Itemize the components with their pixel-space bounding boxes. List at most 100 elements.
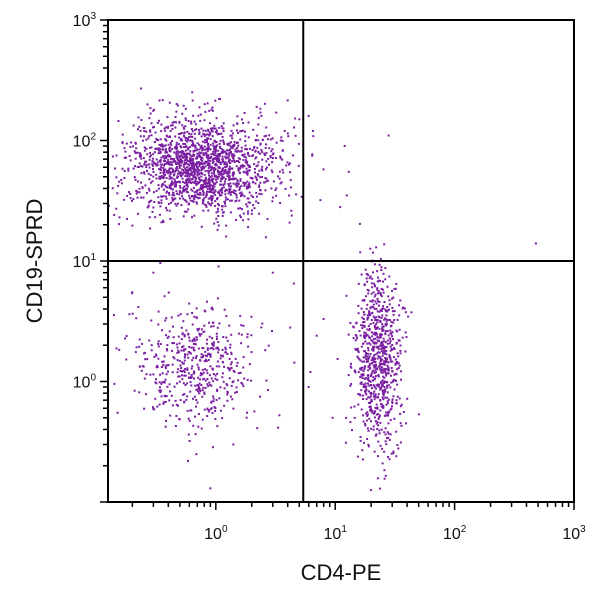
data-point: [307, 386, 310, 388]
data-point: [233, 141, 236, 144]
data-point: [245, 203, 248, 206]
data-point: [199, 186, 202, 189]
data-point: [216, 338, 218, 340]
data-point: [212, 170, 215, 173]
data-point: [217, 154, 220, 157]
data-point: [379, 444, 382, 447]
data-point: [206, 150, 209, 153]
data-point: [197, 384, 200, 387]
data-point: [237, 379, 240, 382]
data-point: [187, 148, 190, 151]
data-point: [367, 292, 370, 295]
data-point: [362, 386, 365, 388]
data-point: [172, 325, 174, 328]
data-point: [165, 348, 168, 350]
data-point: [231, 156, 234, 159]
data-point: [209, 188, 211, 191]
data-point: [373, 295, 376, 298]
data-point: [152, 406, 154, 409]
data-point: [247, 197, 250, 200]
data-point: [194, 433, 197, 436]
data-point: [239, 371, 242, 374]
data-point: [380, 405, 383, 408]
data-point: [210, 384, 213, 387]
data-point: [247, 201, 250, 204]
data-point: [384, 308, 387, 311]
data-point: [125, 156, 128, 159]
data-point: [113, 314, 115, 317]
data-point: [186, 175, 189, 178]
data-point: [214, 193, 217, 196]
data-point: [372, 341, 375, 344]
data-point: [232, 182, 235, 185]
data-point: [221, 191, 224, 194]
data-point: [154, 353, 157, 356]
data-point: [229, 134, 232, 137]
data-point: [168, 101, 171, 104]
data-point: [232, 380, 235, 383]
data-point: [230, 185, 232, 188]
data-point: [398, 304, 400, 307]
data-point: [201, 140, 204, 143]
data-point: [406, 397, 409, 400]
data-point: [201, 395, 204, 398]
data-point: [258, 185, 261, 188]
data-point: [149, 112, 152, 115]
data-point: [363, 383, 366, 386]
data-point: [118, 180, 121, 183]
data-point: [152, 206, 155, 209]
data-point: [182, 153, 185, 156]
data-point: [116, 411, 119, 414]
data-point: [378, 263, 381, 266]
data-point: [255, 191, 258, 194]
data-point: [208, 170, 211, 173]
data-point: [178, 133, 180, 135]
data-point: [135, 317, 138, 320]
data-point: [243, 184, 246, 187]
data-point: [185, 210, 188, 213]
data-point: [246, 164, 249, 167]
data-point: [157, 345, 160, 348]
data-point: [148, 117, 151, 120]
data-point: [367, 390, 370, 393]
data-point: [391, 400, 394, 403]
data-point: [160, 382, 163, 385]
data-point: [216, 388, 219, 391]
data-point: [177, 170, 180, 173]
data-point: [243, 165, 246, 168]
data-point: [156, 164, 159, 167]
data-point: [186, 182, 189, 185]
data-point: [374, 393, 377, 396]
data-point: [256, 164, 259, 167]
data-point: [384, 323, 387, 326]
data-point: [158, 389, 161, 392]
data-point: [162, 169, 165, 171]
data-point: [186, 353, 189, 356]
data-point: [204, 180, 207, 183]
data-point: [116, 192, 119, 195]
data-point: [184, 189, 187, 192]
data-point: [199, 180, 201, 183]
data-point: [224, 348, 227, 351]
data-point: [223, 172, 226, 175]
data-point: [347, 374, 350, 377]
data-point: [167, 291, 170, 294]
data-point: [277, 426, 280, 429]
data-point: [385, 324, 388, 327]
data-point: [167, 161, 170, 164]
data-point: [221, 187, 224, 190]
data-point: [145, 160, 148, 163]
data-point: [147, 172, 150, 175]
data-point: [256, 173, 259, 175]
data-point: [179, 172, 182, 175]
data-point: [261, 176, 264, 178]
data-point: [360, 368, 363, 371]
data-point: [378, 367, 381, 370]
data-point: [169, 130, 172, 133]
data-point: [189, 169, 192, 172]
data-point: [186, 169, 189, 172]
data-point: [207, 148, 210, 151]
data-point: [264, 168, 267, 171]
data-point: [205, 155, 208, 157]
data-point: [150, 134, 153, 137]
